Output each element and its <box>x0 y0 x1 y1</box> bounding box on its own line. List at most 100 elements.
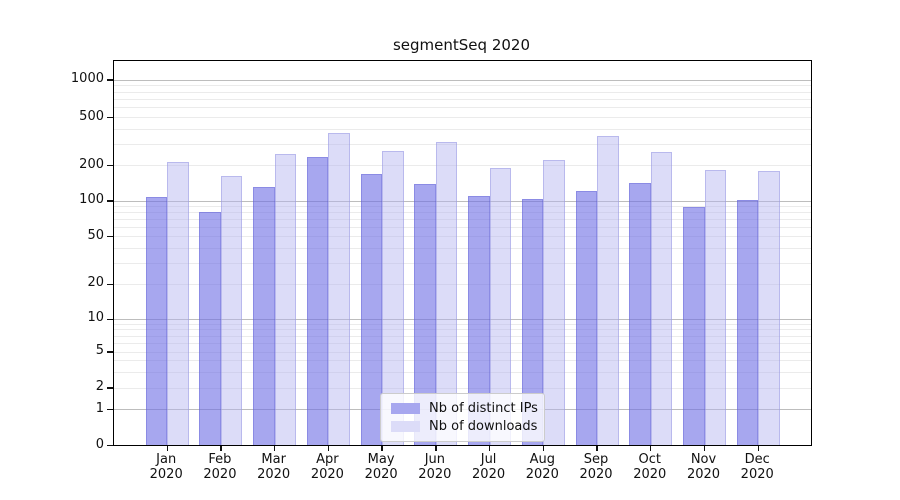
y-tick-50 <box>107 236 113 238</box>
x-tick-jun <box>435 446 437 451</box>
y-tick-label-200: 200 <box>79 156 104 172</box>
gridline-y-400 <box>114 128 811 130</box>
x-tick-label-nov: Nov 2020 <box>686 452 721 482</box>
x-tick-aug <box>542 446 544 451</box>
y-tick-label-1000: 1000 <box>70 71 104 86</box>
x-tick-dec <box>757 446 759 451</box>
gridline-y-100 <box>114 200 811 202</box>
bar-downloads-jan <box>167 161 189 445</box>
y-tick-0 <box>107 444 113 447</box>
bar-distinct-ips-may <box>360 174 383 445</box>
bar-distinct-ips-jun <box>414 183 436 445</box>
gridline-y-60 <box>114 226 811 228</box>
gridline-y-900 <box>114 85 811 87</box>
gridline-y-800 <box>114 91 811 93</box>
legend: Nb of distinct IPs Nb of downloads <box>380 393 545 442</box>
gridline-y-500 <box>114 117 811 119</box>
y-tick-100 <box>107 200 113 202</box>
bar-distinct-ips-aug <box>521 198 544 445</box>
y-tick-label-100: 100 <box>79 192 104 207</box>
y-tick-label-0: 0 <box>95 436 104 452</box>
x-tick-label-oct: Oct 2020 <box>633 452 667 482</box>
y-tick-label-50: 50 <box>87 227 104 243</box>
y-tick-label-2: 2 <box>95 379 104 394</box>
bar-distinct-ips-mar <box>253 187 275 445</box>
gridline-y-3 <box>114 371 811 373</box>
gridline-y-10 <box>114 318 811 320</box>
legend-item-distinct-ips: Nb of distinct IPs <box>381 401 544 416</box>
legend-label-distinct-ips: Nb of distinct IPs <box>429 401 538 416</box>
x-tick-label-mar: Mar 2020 <box>257 452 291 482</box>
chart-title: segmentSeq 2020 <box>392 36 530 54</box>
bar-downloads-jul <box>489 167 512 445</box>
bar-distinct-ips-nov <box>683 207 705 445</box>
x-tick-feb <box>220 446 222 451</box>
gridline-y-2 <box>114 387 811 389</box>
x-tick-label-sep: Sep 2020 <box>579 452 613 482</box>
gridline-y-9 <box>114 323 811 325</box>
bar-downloads-feb <box>220 176 243 445</box>
gridline-y-600 <box>114 107 811 109</box>
gridline-y-50 <box>114 236 811 238</box>
y-tick-2 <box>107 387 113 389</box>
x-tick-nov <box>703 446 706 451</box>
x-tick-jul <box>488 446 491 451</box>
x-tick-label-aug: Aug 2020 <box>525 452 559 482</box>
gridline-y-700 <box>114 98 811 100</box>
x-tick-jan <box>166 446 168 451</box>
gridline-y-70 <box>114 218 811 220</box>
y-tick-label-5: 5 <box>95 343 104 358</box>
gridline-y-300 <box>114 143 811 145</box>
x-tick-mar <box>273 446 276 451</box>
gridline-y-20 <box>114 283 811 285</box>
bar-distinct-ips-dec <box>736 200 759 445</box>
bar-distinct-ips-jan <box>145 197 168 445</box>
bar-downloads-mar <box>274 153 297 445</box>
x-tick-label-apr: Apr 2020 <box>310 452 344 482</box>
bar-downloads-aug <box>543 160 565 445</box>
y-tick-20 <box>107 283 113 285</box>
y-tick-1 <box>107 408 113 411</box>
gridline-y-40 <box>114 247 811 249</box>
y-tick-label-20: 20 <box>87 275 104 291</box>
bar-distinct-ips-feb <box>199 212 221 445</box>
gridline-y-80 <box>114 211 811 213</box>
legend-item-downloads: Nb of downloads <box>381 419 544 434</box>
y-tick-5 <box>107 351 113 353</box>
x-tick-oct <box>650 446 652 451</box>
bar-downloads-apr <box>328 133 350 445</box>
x-tick-may <box>381 446 383 451</box>
bar-downloads-dec <box>758 171 780 445</box>
legend-swatch-distinct-ips <box>391 403 420 414</box>
x-tick-label-jun: Jun 2020 <box>418 452 452 482</box>
x-tick-label-may: May 2020 <box>364 452 398 482</box>
legend-label-downloads: Nb of downloads <box>429 419 538 434</box>
gridline-y-1000 <box>114 79 811 81</box>
bar-distinct-ips-oct <box>629 183 651 445</box>
bar-distinct-ips-sep <box>575 191 598 445</box>
gridline-y-8 <box>114 329 811 331</box>
bar-downloads-may <box>382 151 404 445</box>
gridline-y-6 <box>114 342 811 344</box>
legend-swatch-downloads <box>391 421 420 432</box>
gridline-y-90 <box>114 205 811 207</box>
x-tick-label-feb: Feb 2020 <box>203 452 237 482</box>
y-tick-1000 <box>107 79 113 81</box>
y-tick-10 <box>107 318 113 320</box>
gridline-y-4 <box>114 360 811 362</box>
gridline-y-200 <box>114 165 811 166</box>
y-tick-label-500: 500 <box>79 108 104 124</box>
bar-distinct-ips-jul <box>468 196 490 445</box>
x-tick-label-dec: Dec 2020 <box>740 452 774 482</box>
bar-downloads-oct <box>650 152 673 445</box>
y-tick-200 <box>107 164 113 167</box>
x-tick-label-jan: Jan 2020 <box>149 452 183 482</box>
bar-distinct-ips-apr <box>306 157 329 445</box>
x-tick-label-jul: Jul 2020 <box>472 452 506 482</box>
gridline-y-7 <box>114 335 811 337</box>
bar-downloads-nov <box>704 170 726 445</box>
x-tick-sep <box>596 446 598 451</box>
y-tick-label-10: 10 <box>87 310 104 326</box>
gridline-y-5 <box>114 351 811 353</box>
